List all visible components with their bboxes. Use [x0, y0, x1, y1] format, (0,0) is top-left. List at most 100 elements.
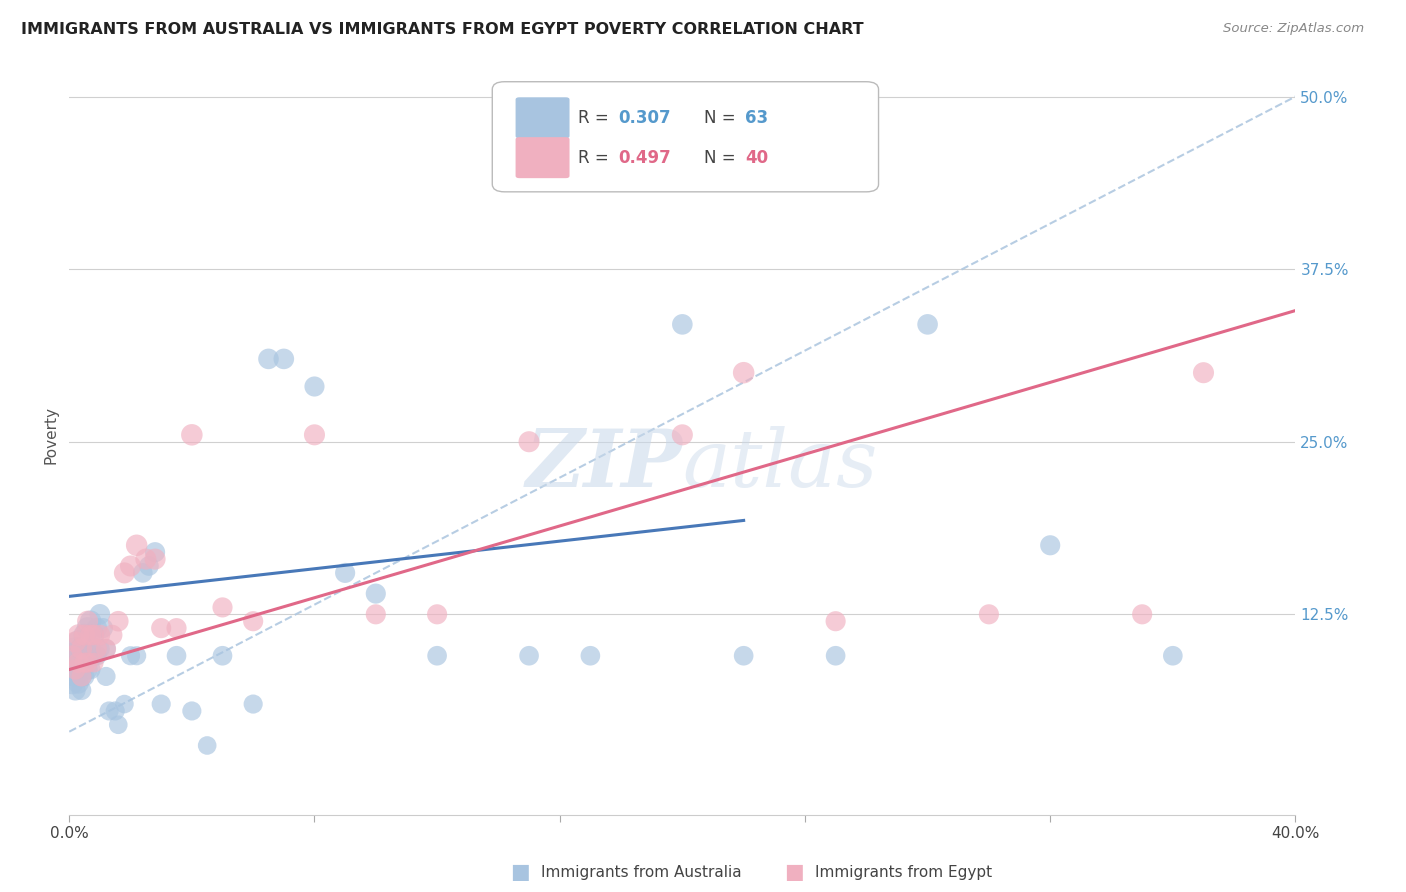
Point	[76, 621, 98, 635]
Point	[67, 676, 90, 690]
Point	[101, 628, 124, 642]
Point	[89, 607, 111, 622]
Point	[80, 663, 103, 677]
Point	[143, 545, 166, 559]
Point	[73, 628, 96, 642]
Point	[83, 628, 105, 642]
Text: 0.497: 0.497	[619, 149, 671, 167]
Text: Source: ZipAtlas.com: Source: ZipAtlas.com	[1223, 22, 1364, 36]
Point	[195, 739, 218, 753]
Point	[76, 656, 98, 670]
Text: ■: ■	[785, 863, 804, 882]
Point	[76, 614, 98, 628]
Text: atlas: atlas	[682, 426, 877, 504]
Point	[135, 552, 157, 566]
Point	[120, 559, 142, 574]
Point	[83, 648, 105, 663]
Point	[60, 648, 83, 663]
Point	[80, 614, 103, 628]
Point	[80, 641, 103, 656]
Point	[180, 704, 202, 718]
Point	[65, 663, 87, 677]
Point	[83, 656, 105, 670]
Point	[70, 669, 93, 683]
Point	[60, 648, 83, 663]
Point	[150, 621, 173, 635]
Point	[671, 427, 693, 442]
Point	[65, 683, 87, 698]
Point	[67, 635, 90, 649]
Point	[426, 648, 449, 663]
Point	[517, 434, 540, 449]
Point	[86, 621, 108, 635]
Text: ■: ■	[510, 863, 530, 882]
Point	[364, 586, 387, 600]
Text: Immigrants from Egypt: Immigrants from Egypt	[815, 865, 993, 880]
Point	[91, 621, 114, 635]
Point	[70, 656, 93, 670]
Point	[70, 641, 93, 656]
Point	[107, 718, 129, 732]
Text: Immigrants from Australia: Immigrants from Australia	[541, 865, 742, 880]
Point	[364, 607, 387, 622]
Point	[166, 621, 188, 635]
Point	[143, 552, 166, 566]
Text: 0.307: 0.307	[619, 109, 671, 127]
Point	[86, 641, 108, 656]
Point	[65, 641, 87, 656]
Point	[211, 600, 233, 615]
Point	[1130, 607, 1153, 622]
Point	[73, 656, 96, 670]
Point	[94, 669, 117, 683]
Point	[1039, 538, 1062, 552]
Point	[733, 366, 755, 380]
Point	[98, 704, 121, 718]
Text: R =: R =	[578, 149, 614, 167]
Point	[242, 697, 264, 711]
Text: R =: R =	[578, 109, 614, 127]
Point	[1161, 648, 1184, 663]
Point	[94, 641, 117, 656]
Point	[977, 607, 1000, 622]
Text: N =: N =	[704, 109, 741, 127]
Point	[65, 669, 87, 683]
Point	[83, 628, 105, 642]
Point	[89, 628, 111, 642]
Point	[60, 663, 83, 677]
Point	[1192, 366, 1215, 380]
Point	[73, 628, 96, 642]
Point	[517, 648, 540, 663]
Point	[125, 538, 148, 552]
Point	[304, 379, 326, 393]
Point	[76, 648, 98, 663]
Point	[132, 566, 155, 580]
Point	[579, 648, 602, 663]
Point	[824, 614, 846, 628]
Point	[80, 628, 103, 642]
Point	[65, 635, 87, 649]
Point	[211, 648, 233, 663]
FancyBboxPatch shape	[516, 137, 569, 178]
Point	[70, 641, 93, 656]
Point	[86, 648, 108, 663]
Point	[304, 427, 326, 442]
Point	[70, 669, 93, 683]
Point	[73, 641, 96, 656]
Point	[112, 697, 135, 711]
Point	[70, 683, 93, 698]
Point	[67, 656, 90, 670]
Text: IMMIGRANTS FROM AUSTRALIA VS IMMIGRANTS FROM EGYPT POVERTY CORRELATION CHART: IMMIGRANTS FROM AUSTRALIA VS IMMIGRANTS …	[21, 22, 863, 37]
FancyBboxPatch shape	[492, 82, 879, 192]
Point	[333, 566, 356, 580]
Point	[273, 351, 295, 366]
FancyBboxPatch shape	[516, 97, 569, 138]
Text: N =: N =	[704, 149, 741, 167]
Point	[76, 663, 98, 677]
Point	[120, 648, 142, 663]
Text: 63: 63	[745, 109, 768, 127]
Point	[138, 559, 160, 574]
Point	[67, 628, 90, 642]
Text: ZIP: ZIP	[526, 426, 682, 504]
Point	[67, 663, 90, 677]
Point	[579, 172, 602, 186]
